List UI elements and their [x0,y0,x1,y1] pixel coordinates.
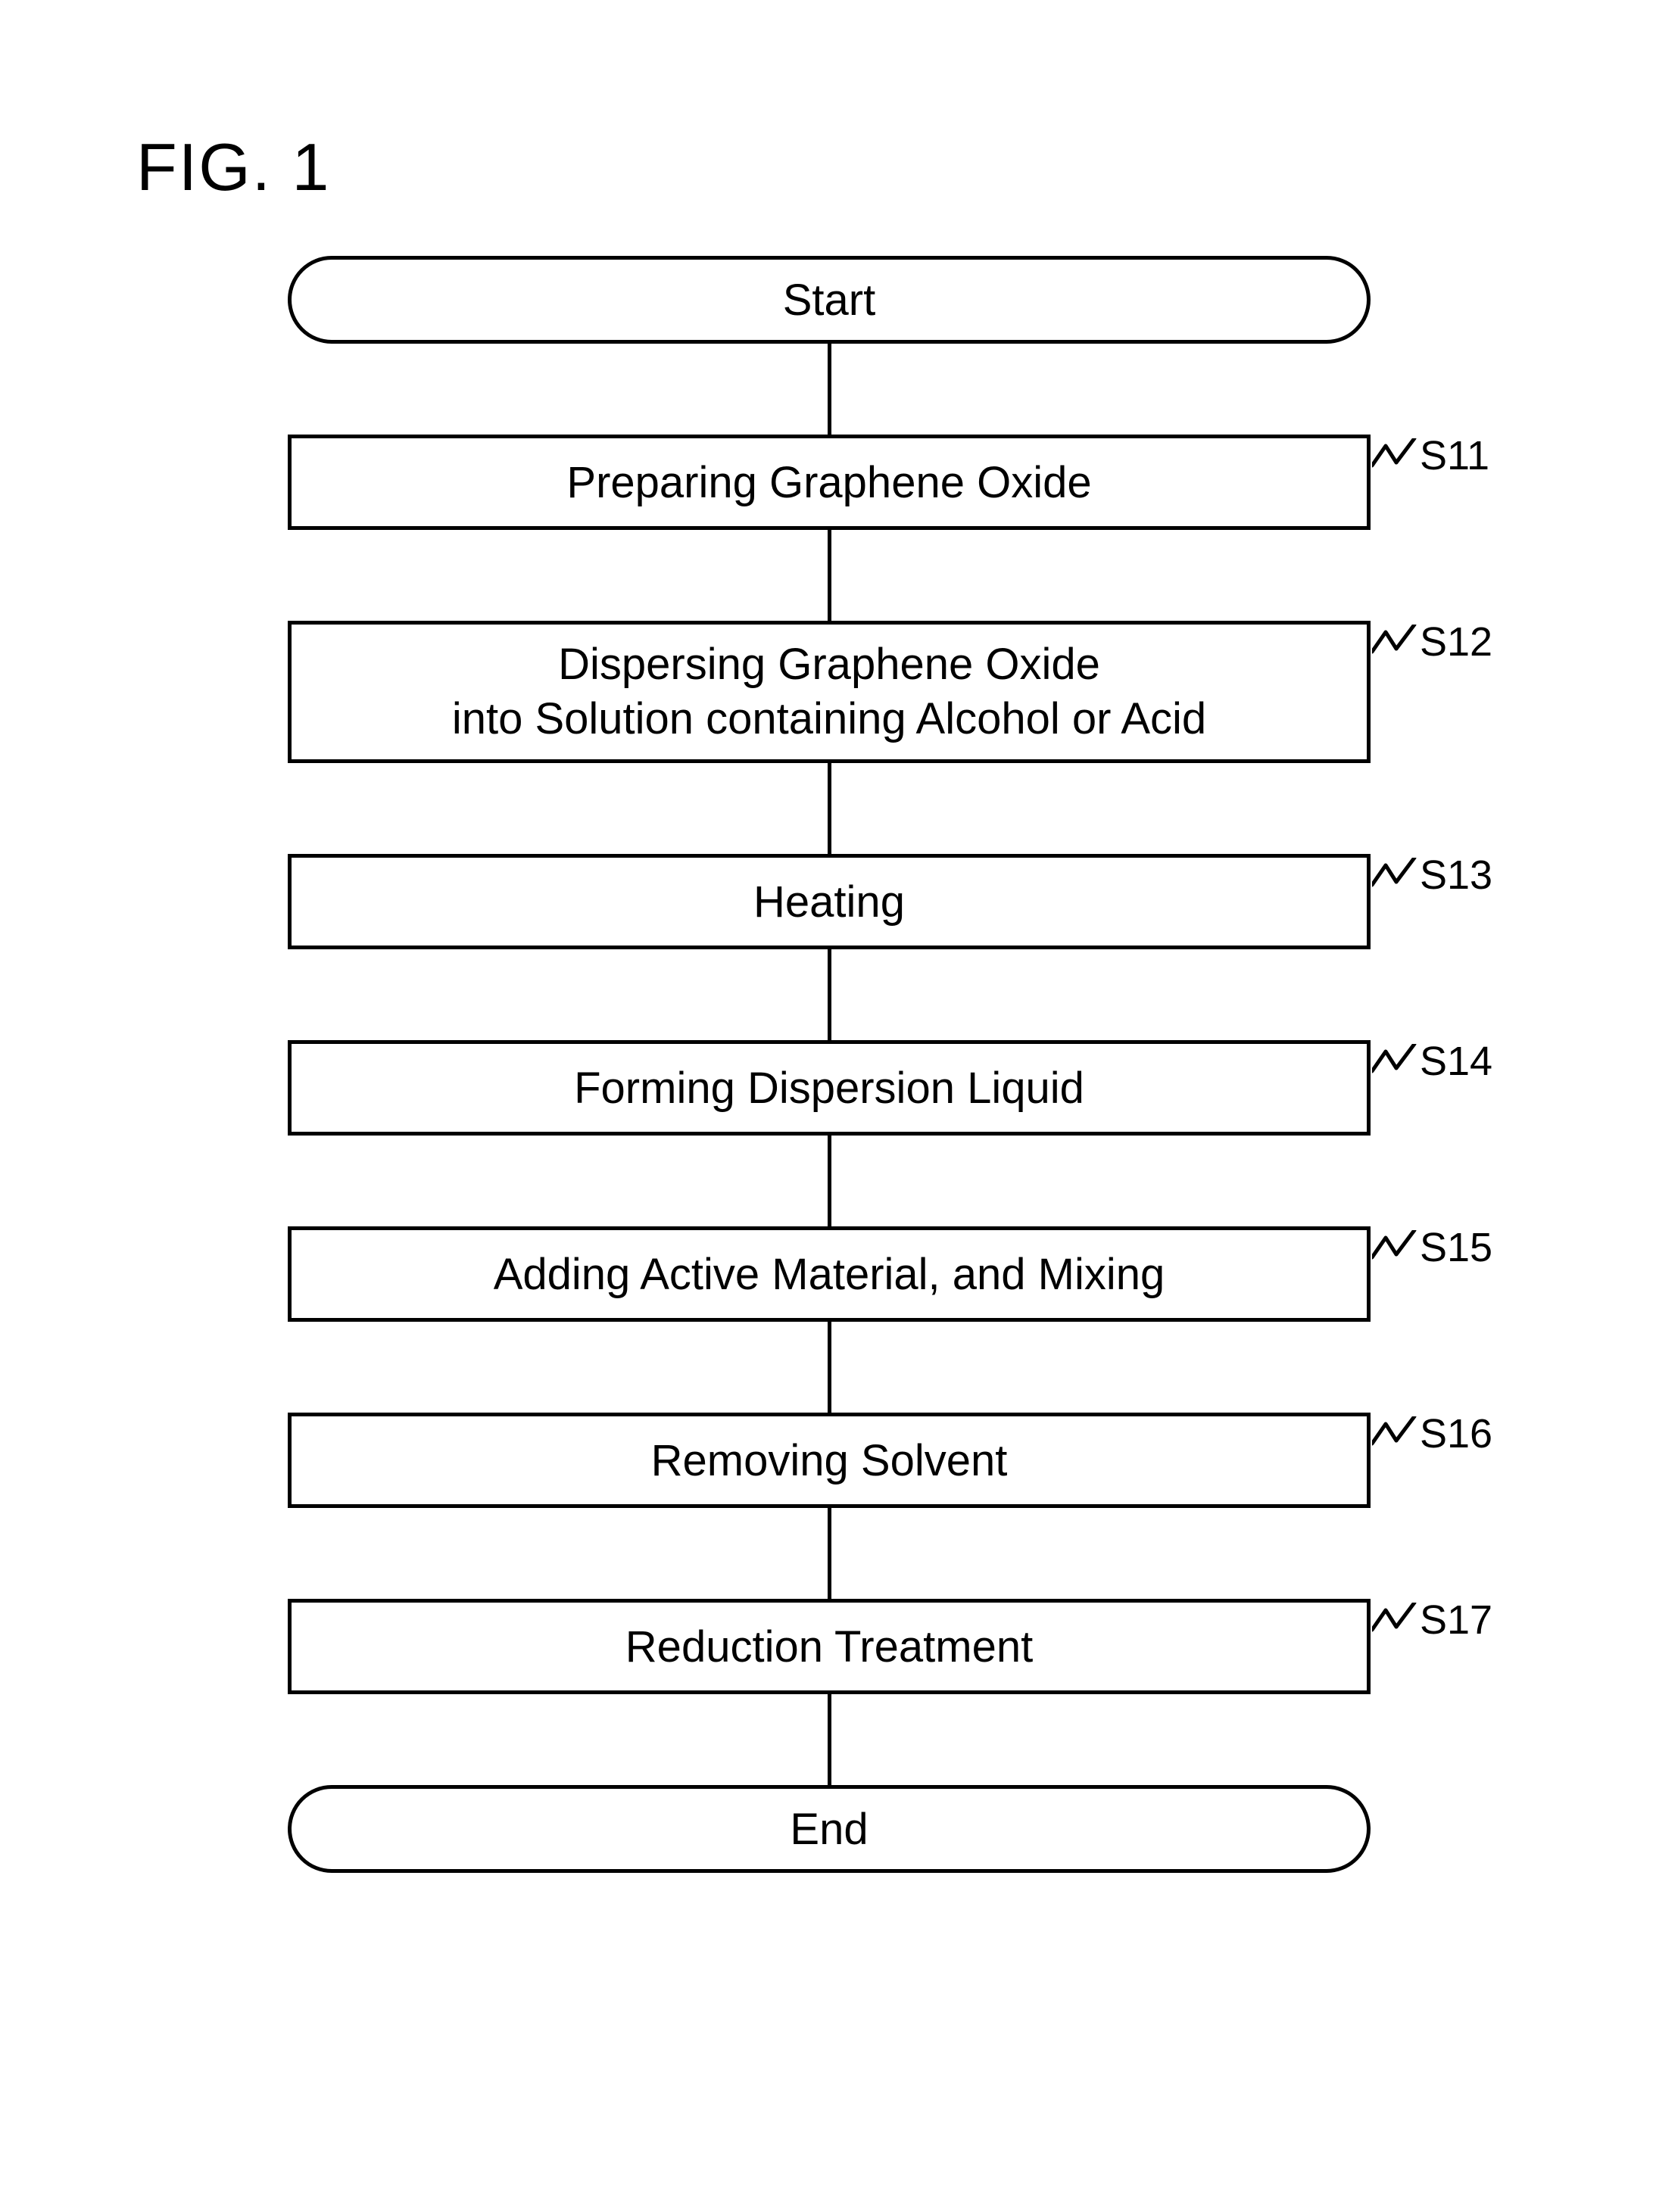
callout-squiggle [1372,1603,1417,1636]
flow-node-s16: Removing SolventS16 [288,1413,1371,1508]
step-label-s15: S15 [1420,1224,1492,1271]
flow-node-end: End [288,1785,1371,1873]
callout-squiggle [1372,1044,1417,1077]
step-label-s14: S14 [1420,1038,1492,1085]
flow-node-text: Start [783,275,876,326]
flow-node-text: Removing Solvent [651,1435,1008,1486]
figure-title: FIG. 1 [136,129,331,206]
flow-connector [828,763,831,854]
page: FIG. 1 StartPreparing Graphene OxideS11D… [0,0,1656,2212]
flow-node-text: End [790,1804,868,1855]
callout-squiggle [1372,1416,1417,1450]
step-label-s12: S12 [1420,618,1492,665]
flow-node-text: Preparing Graphene Oxide [566,457,1091,508]
flow-connector [828,949,831,1040]
flow-node-s17: Reduction TreatmentS17 [288,1599,1371,1694]
callout-squiggle [1372,1230,1417,1263]
flow-node-text: Reduction Treatment [625,1622,1033,1672]
flow-connector [828,1136,831,1226]
callout-squiggle [1372,625,1417,658]
callout-squiggle [1372,438,1417,472]
flow-node-s14: Forming Dispersion LiquidS14 [288,1040,1371,1136]
flow-node-text: Dispersing Graphene Oxide [558,637,1100,693]
flow-node-text: Forming Dispersion Liquid [574,1063,1084,1114]
step-label-s17: S17 [1420,1597,1492,1643]
flow-node-s12: Dispersing Graphene Oxideinto Solution c… [288,621,1371,763]
flow-connector [828,1322,831,1413]
callout-squiggle [1372,858,1417,891]
flow-node-text: Heating [753,877,905,927]
flow-node-start: Start [288,256,1371,344]
flow-connector [828,530,831,621]
flow-node-text: into Solution containing Alcohol or Acid [452,692,1206,747]
flowchart: Start Preparing Graphene OxideS11 Dispersi… [288,256,1371,1873]
flow-connector [828,344,831,435]
step-label-s13: S13 [1420,852,1492,899]
flow-node-text: Adding Active Material, and Mixing [494,1249,1165,1300]
flow-node-s15: Adding Active Material, and MixingS15 [288,1226,1371,1322]
flow-node-s11: Preparing Graphene OxideS11 [288,435,1371,530]
step-label-s16: S16 [1420,1410,1492,1457]
flow-connector [828,1694,831,1785]
step-label-s11: S11 [1420,432,1489,479]
flow-connector [828,1508,831,1599]
flow-node-s13: HeatingS13 [288,854,1371,949]
